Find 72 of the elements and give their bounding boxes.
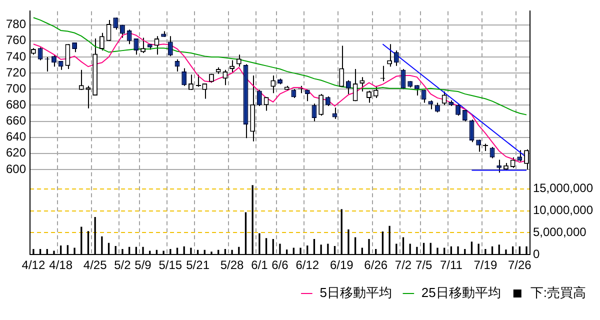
- candlestick: [188, 74, 194, 90]
- x-tick-label: 6/1: [251, 258, 268, 272]
- x-tick-label: 5/2: [114, 258, 132, 272]
- candlestick: [510, 156, 516, 168]
- candlestick: [435, 102, 440, 113]
- candlestick: [352, 68, 358, 102]
- candlestick: [78, 69, 84, 90]
- x-tick-label: 7/26: [508, 258, 532, 272]
- candlestick: [387, 44, 392, 68]
- candlestick: [462, 108, 468, 122]
- y-tick-label: 740: [6, 49, 26, 64]
- x-tick-label: 5/21: [186, 258, 210, 272]
- candlestick: [373, 85, 378, 98]
- candlestick: [346, 80, 351, 94]
- x-tick-label: 6/26: [364, 258, 388, 272]
- candlestick: [38, 46, 43, 61]
- candlestick: [476, 139, 482, 152]
- candlestick: [325, 96, 330, 106]
- candlestick: [236, 54, 242, 68]
- candlestick: [86, 85, 91, 109]
- candlestick: [52, 54, 56, 68]
- candlestick: [256, 89, 262, 106]
- x-tick-label: 7/19: [474, 258, 498, 272]
- candlestick: [442, 91, 447, 106]
- x-tick-label: 4/18: [49, 258, 73, 272]
- x-tick-label: 7/5: [415, 258, 432, 272]
- y-tick-label: 720: [6, 65, 26, 80]
- candlestick: [126, 29, 132, 45]
- y-tick-label: 760: [6, 33, 26, 48]
- y-tick-label: 680: [6, 98, 26, 112]
- y-tick-label: 600: [6, 162, 26, 176]
- y-tick-label: 660: [6, 114, 26, 128]
- y2-tick-label: 10,000,000: [532, 203, 594, 218]
- candlestick: [222, 69, 228, 86]
- candlestick: [134, 38, 139, 56]
- y-tick-label: 780: [6, 17, 26, 32]
- candlestick: [270, 74, 276, 94]
- x-tick-label: 5/28: [220, 258, 244, 272]
- candlestick: [140, 37, 146, 54]
- candlestick: [168, 36, 173, 57]
- candlestick: [120, 24, 125, 38]
- y2-tick-label: 5,000,000: [532, 225, 587, 240]
- x-tick-label: 6/19: [330, 258, 354, 272]
- y-tick-label: 640: [6, 130, 26, 144]
- x-tick-label: 4/25: [83, 258, 108, 272]
- candlestick: [264, 96, 269, 112]
- candlestick: [182, 68, 187, 86]
- legend-label: 25日移動平均: [421, 285, 501, 300]
- candlestick: [517, 150, 522, 162]
- legend-label: 5日移動平均: [320, 285, 392, 300]
- candlestick: [154, 36, 160, 56]
- y2-tick-label: 0: [532, 246, 540, 261]
- y-tick-label: 700: [6, 81, 26, 96]
- candlestick: [339, 45, 344, 88]
- candlestick: [421, 89, 426, 104]
- candlestick: [318, 93, 324, 116]
- x-tick-label: 6/12: [296, 258, 320, 272]
- x-tick-label: 7/11: [440, 258, 463, 272]
- legend-label: 下:売買高: [530, 285, 586, 300]
- candlestick: [394, 50, 399, 66]
- candlestick: [65, 44, 70, 70]
- x-tick-label: 4/12: [22, 258, 46, 272]
- x-tick-label: 6/6: [272, 258, 289, 272]
- candlestick: [496, 159, 502, 174]
- x-tick-label: 5/9: [134, 258, 152, 272]
- candlestick: [456, 104, 460, 116]
- candlestick: [99, 32, 104, 52]
- y2-tick-label: 15,000,000: [532, 181, 594, 196]
- y-tick-label: 620: [6, 146, 26, 160]
- x-tick-label: 5/15: [158, 258, 182, 272]
- candlestick: [113, 17, 118, 30]
- x-tick-label: 7/2: [394, 258, 412, 272]
